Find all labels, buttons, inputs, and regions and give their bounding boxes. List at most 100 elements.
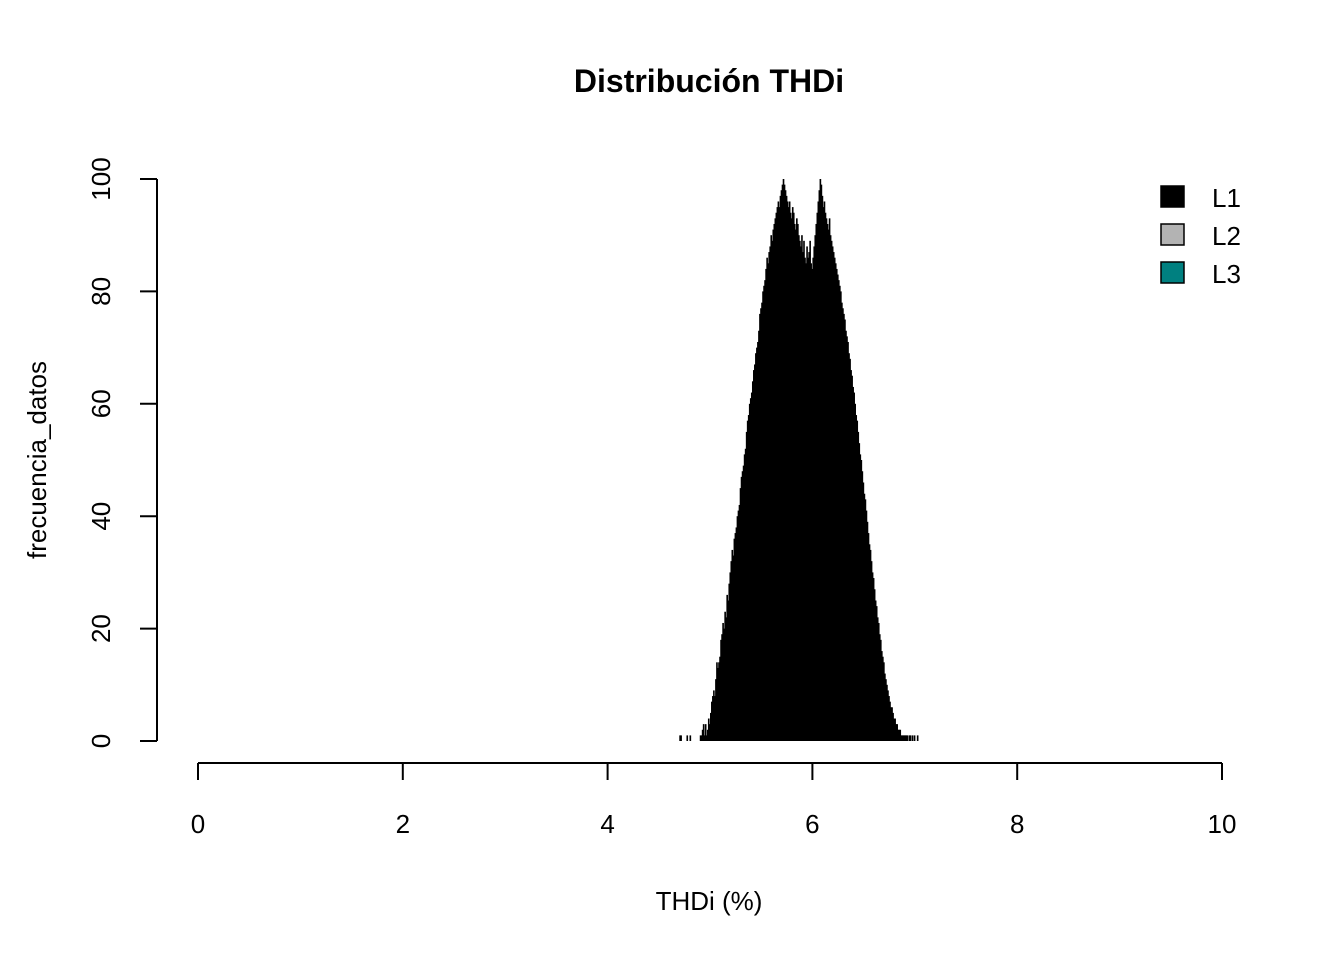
histogram-bar: [908, 735, 911, 741]
histogram-bar: [886, 684, 888, 741]
histogram-bar: [708, 724, 711, 741]
histogram-bar: [898, 729, 901, 741]
histogram-bar: [888, 696, 890, 741]
histogram-bar: [840, 291, 842, 741]
histogram-bar: [855, 415, 858, 741]
histogram-bar: [706, 729, 709, 741]
histogram-bar: [826, 223, 829, 741]
histogram-bar: [775, 212, 778, 742]
histogram-bar: [905, 735, 908, 741]
histogram-bar: [863, 493, 866, 741]
histogram-bar: [900, 735, 903, 741]
histogram-bar: [804, 257, 806, 741]
histogram-bar: [780, 190, 783, 742]
histogram-bar: [757, 341, 759, 741]
histogram-bar: [824, 212, 827, 742]
histogram-bar: [771, 240, 774, 741]
histogram-bar: [828, 218, 831, 742]
histogram-bar: [689, 735, 692, 741]
histogram-bar: [841, 302, 843, 741]
histogram-bar: [830, 240, 833, 741]
histogram-bar: [723, 628, 725, 741]
histogram-bar: [742, 465, 745, 741]
histogram-bar: [700, 735, 703, 741]
histogram-bar: [761, 302, 763, 741]
histogram-bar: [875, 606, 878, 741]
histogram-bar: [876, 617, 879, 741]
histogram-bar: [733, 538, 736, 741]
histogram-bar: [896, 724, 898, 741]
histogram-bar: [722, 622, 724, 741]
histogram-bar: [702, 724, 705, 741]
histogram-bar: [854, 403, 856, 741]
histogram-bar: [813, 246, 816, 741]
histogram-bar: [825, 218, 828, 742]
histogram-bar: [903, 735, 906, 741]
histogram-bar: [809, 240, 811, 741]
histogram-bar: [862, 482, 865, 741]
histogram-bar: [829, 235, 832, 741]
histogram-bar: [792, 212, 795, 742]
histogram-bar: [781, 184, 784, 741]
histogram-bar: [822, 207, 825, 742]
histogram-bar: [772, 229, 775, 741]
histogram-bar: [858, 443, 861, 741]
histogram-bar: [735, 527, 738, 741]
histogram-bar: [796, 218, 798, 742]
histogram-bar: [721, 634, 723, 741]
histogram-bar: [885, 679, 887, 741]
histogram-bar: [871, 572, 874, 741]
histogram-bar: [853, 392, 855, 741]
histogram-bar: [821, 195, 824, 742]
histogram-bar: [851, 375, 853, 741]
histogram-bar: [705, 735, 708, 741]
histogram-bar: [892, 712, 894, 741]
histogram-bar: [913, 735, 916, 741]
histogram-bar: [843, 313, 845, 741]
histogram-bar: [832, 252, 835, 741]
histogram-bar: [846, 336, 848, 741]
histogram-bar: [865, 510, 868, 741]
histogram-bar: [884, 673, 886, 741]
histogram-bar: [836, 274, 839, 741]
histogram-bar: [747, 415, 750, 741]
histogram-bar: [755, 353, 757, 741]
histogram-bar: [770, 235, 773, 741]
histogram-bar: [769, 246, 772, 741]
histogram-bar: [811, 268, 813, 741]
histogram-bar: [879, 639, 882, 741]
y-axis-label: frecuencia_datos: [22, 361, 52, 559]
histogram-bar: [751, 381, 754, 741]
legend: L1 L2 L3: [1160, 183, 1241, 289]
histogram-bar: [856, 420, 859, 741]
x-tick-label: 8: [1010, 809, 1024, 839]
histogram-bar: [713, 690, 715, 741]
histogram-bar: [815, 223, 818, 741]
histogram-bar: [889, 701, 891, 741]
histogram-bar: [727, 600, 730, 741]
legend-label: L2: [1212, 221, 1241, 251]
histogram-bar: [786, 201, 789, 742]
histogram-bar: [789, 212, 792, 742]
histogram-bar: [784, 190, 787, 742]
histogram-bar: [753, 370, 755, 741]
legend-swatch: [1160, 223, 1185, 246]
histogram-bar: [816, 212, 819, 742]
histogram-bar: [758, 330, 760, 741]
histogram-bar: [766, 257, 768, 741]
legend-swatch: [1160, 185, 1185, 208]
histogram-bar: [860, 460, 863, 741]
histogram-bar: [745, 431, 748, 741]
histogram-bar: [729, 572, 732, 741]
histogram-bar: [877, 622, 880, 741]
histogram-bar: [730, 561, 733, 741]
histogram-bar: [852, 386, 854, 741]
histogram-bar: [873, 589, 876, 741]
histogram-bar: [802, 252, 804, 741]
y-tick-label: 80: [86, 277, 116, 306]
histogram-bar: [712, 696, 714, 741]
histogram-bar: [740, 476, 743, 741]
legend-label: L1: [1212, 183, 1241, 213]
histogram-bar: [805, 263, 807, 741]
